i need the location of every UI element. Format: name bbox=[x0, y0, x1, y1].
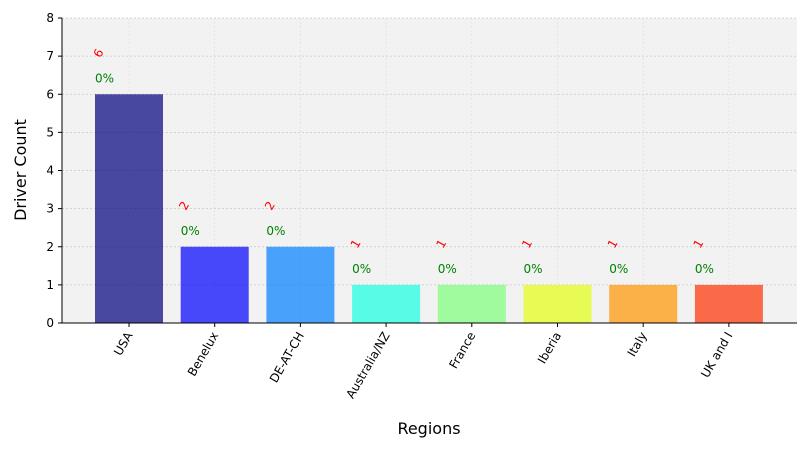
bar-percent-label: 0% bbox=[524, 262, 543, 276]
y-axis-title: Driver Count bbox=[11, 119, 30, 221]
bar-percent-label: 0% bbox=[695, 262, 714, 276]
y-tick-label: 8 bbox=[46, 11, 54, 25]
bar bbox=[523, 284, 592, 323]
bar-percent-label: 0% bbox=[352, 262, 371, 276]
bar-percent-label: 0% bbox=[438, 262, 457, 276]
bar bbox=[437, 284, 506, 323]
y-tick-label: 5 bbox=[46, 125, 54, 139]
bar bbox=[609, 284, 678, 323]
y-tick-label: 6 bbox=[46, 87, 54, 101]
y-tick-label: 4 bbox=[46, 164, 54, 178]
x-tick-label: France bbox=[446, 330, 478, 372]
y-tick-label: 0 bbox=[46, 316, 54, 330]
x-tick-label: Benelux bbox=[185, 330, 221, 379]
x-tick-label: Iberia bbox=[535, 330, 564, 367]
bar bbox=[180, 246, 249, 323]
bar bbox=[266, 246, 335, 323]
bar-percent-label: 0% bbox=[609, 262, 628, 276]
bar-percent-label: 0% bbox=[181, 224, 200, 238]
bar bbox=[694, 284, 763, 323]
y-tick-label: 2 bbox=[46, 240, 54, 254]
x-tick-label: Italy bbox=[625, 330, 650, 360]
x-tick-label: UK and I bbox=[698, 330, 735, 381]
x-axis-title: Regions bbox=[397, 419, 460, 438]
bar bbox=[95, 94, 163, 323]
x-tick-label: USA bbox=[111, 329, 136, 358]
bar-percent-label: 0% bbox=[266, 224, 285, 238]
x-tick-label: DE-AT-CH bbox=[267, 330, 307, 386]
y-tick-label: 1 bbox=[46, 278, 54, 292]
x-tick-label: Australia/NZ bbox=[343, 330, 392, 401]
bar bbox=[352, 284, 421, 323]
bars bbox=[95, 94, 763, 323]
y-tick-label: 3 bbox=[46, 202, 54, 216]
y-tick-label: 7 bbox=[46, 49, 54, 63]
bar-percent-label: 0% bbox=[95, 71, 114, 85]
